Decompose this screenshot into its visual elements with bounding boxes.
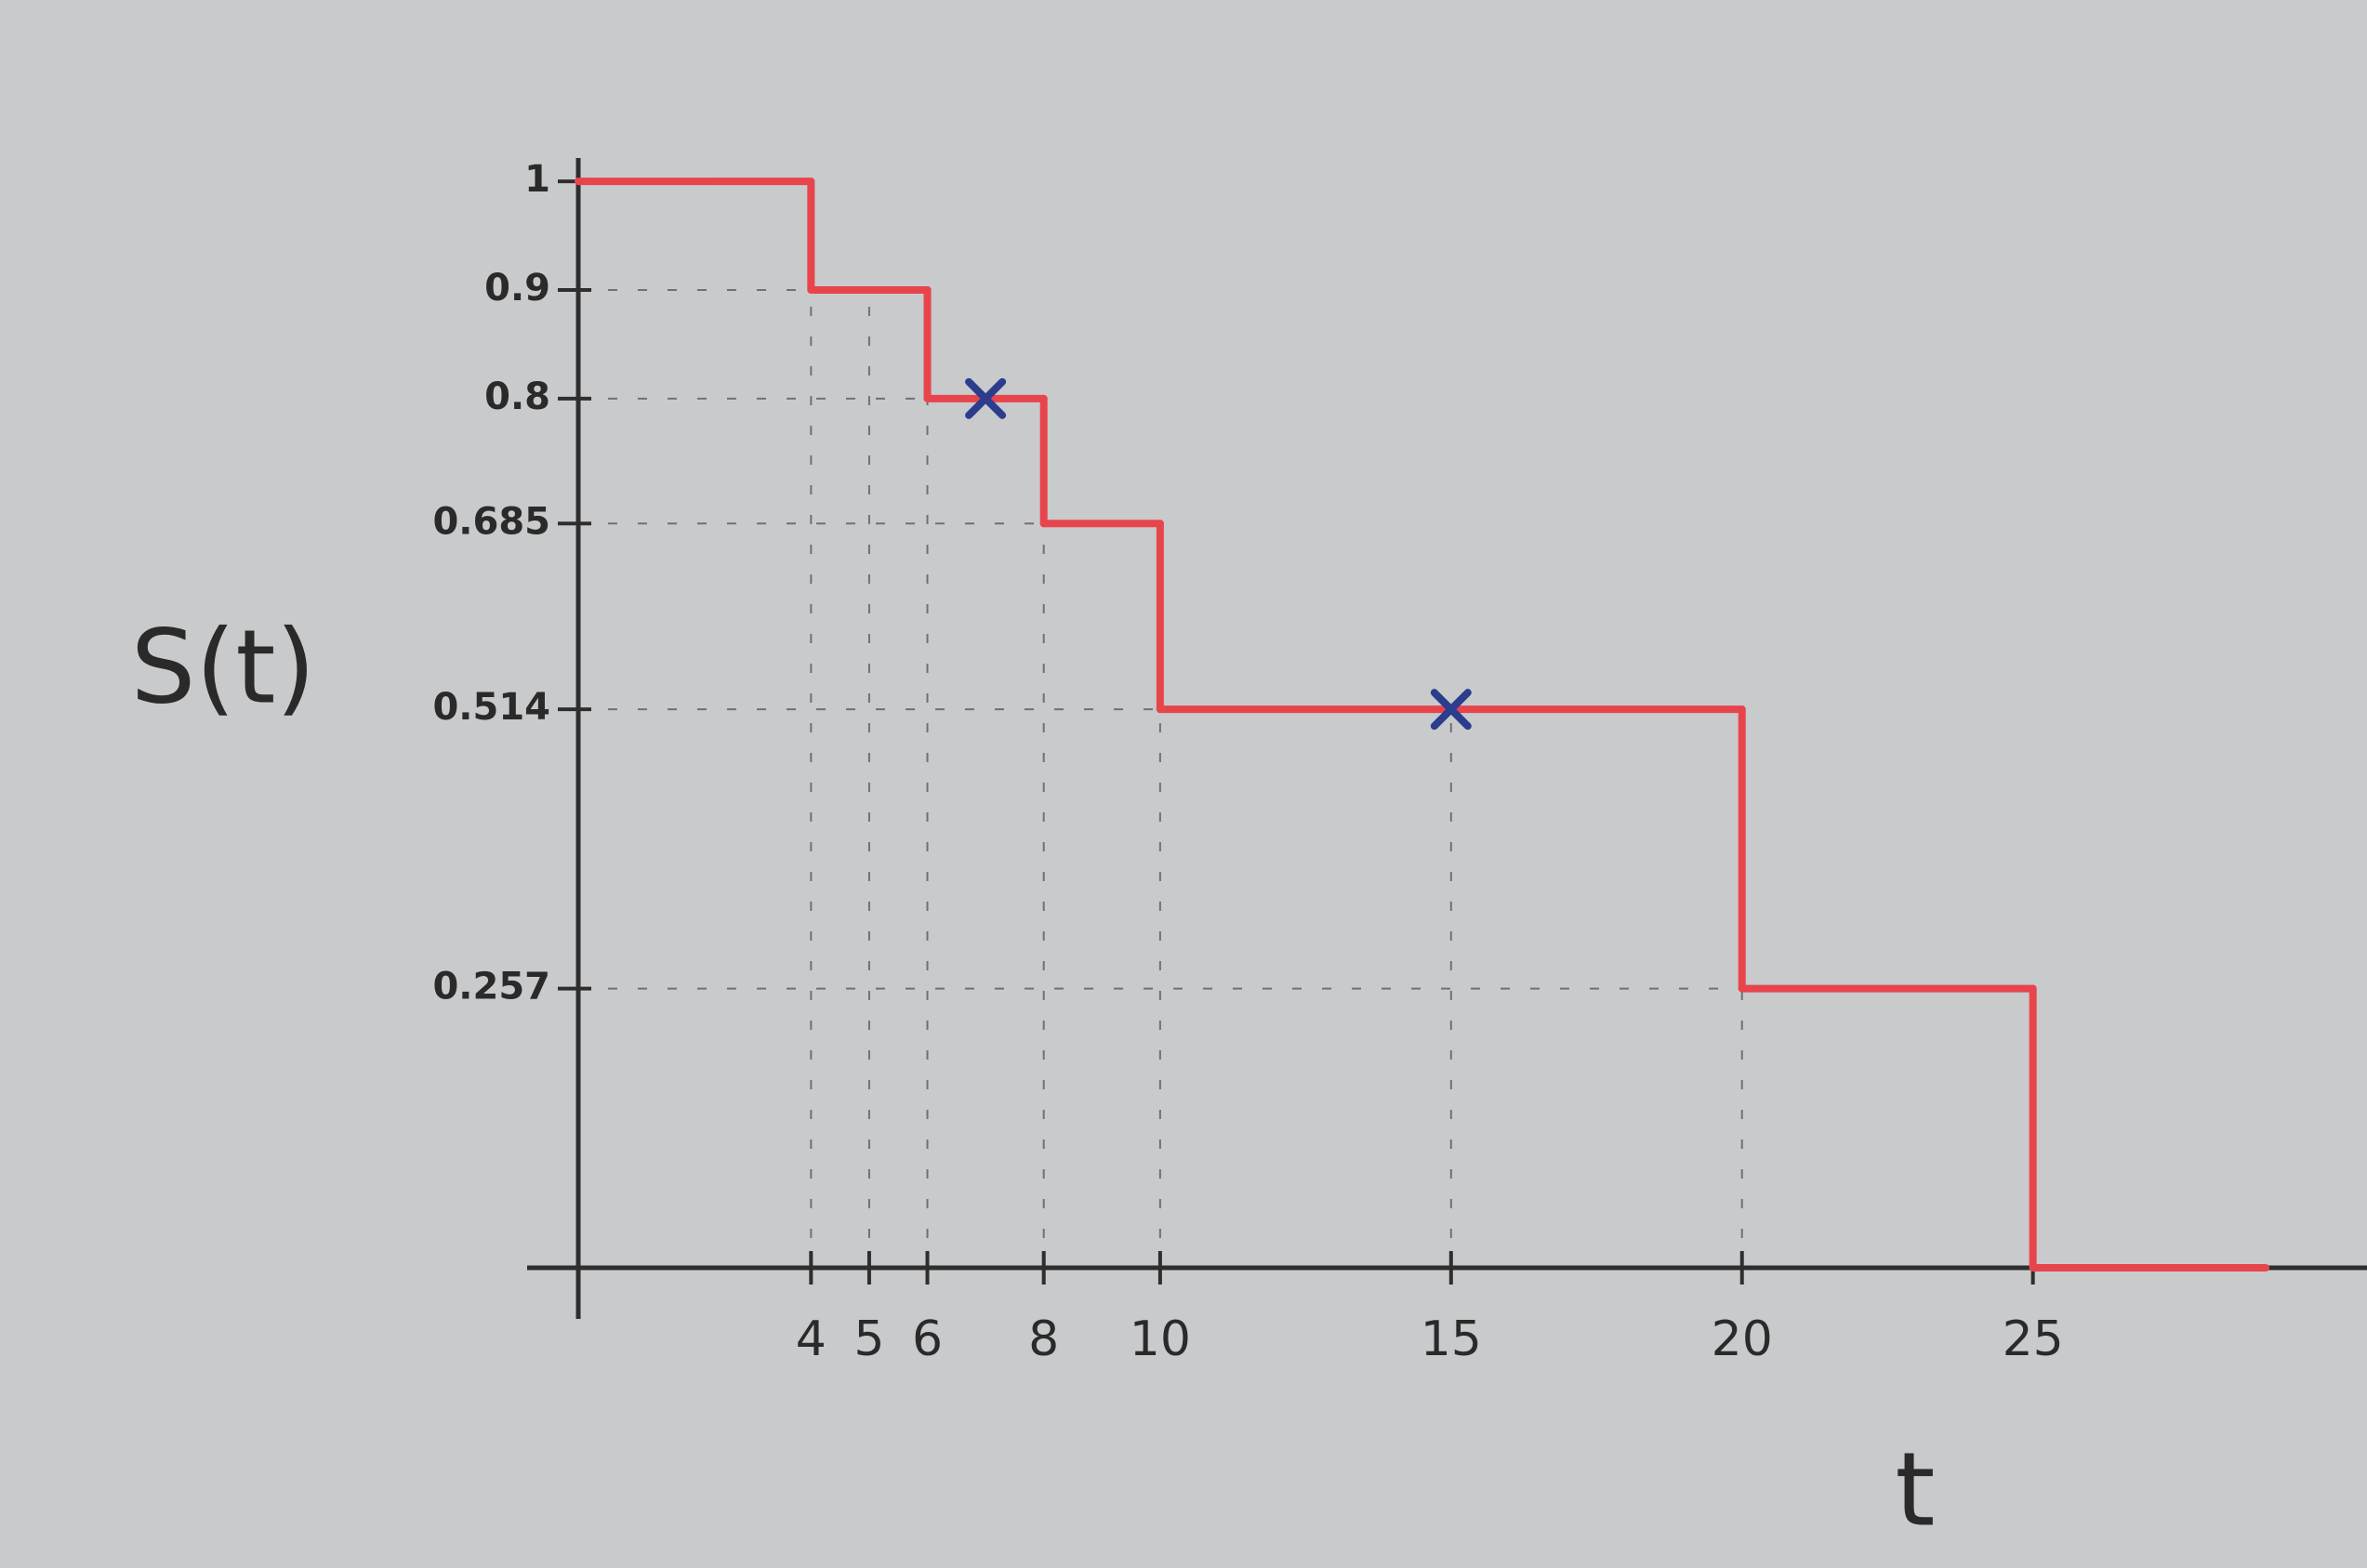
x-tick-label: 6 <box>912 1311 943 1367</box>
x-axis-label: t <box>1895 1430 1935 1548</box>
y-axis-label: S(t) <box>131 607 316 726</box>
x-tick-label: 10 <box>1130 1311 1191 1367</box>
y-tick-label: 0.514 <box>432 686 550 729</box>
y-tick-label: 0.8 <box>484 376 550 418</box>
x-tick-label: 20 <box>1712 1311 1773 1367</box>
y-tick-label: 0.257 <box>432 966 550 1008</box>
censored-mark <box>965 377 1007 419</box>
y-tick-label: 1 <box>524 158 550 201</box>
y-tick-label: 0.685 <box>432 500 550 543</box>
x-tick-label: 25 <box>2003 1311 2064 1367</box>
y-tick-label: 0.9 <box>484 267 550 310</box>
censored-stroke <box>965 377 1007 419</box>
censored-mark <box>1430 689 1472 731</box>
x-tick-label: 4 <box>796 1311 826 1367</box>
x-tick-label: 5 <box>853 1311 884 1367</box>
x-tick-label: 8 <box>1028 1311 1059 1367</box>
censored-stroke <box>1430 689 1472 731</box>
x-tick-label: 15 <box>1421 1311 1482 1367</box>
